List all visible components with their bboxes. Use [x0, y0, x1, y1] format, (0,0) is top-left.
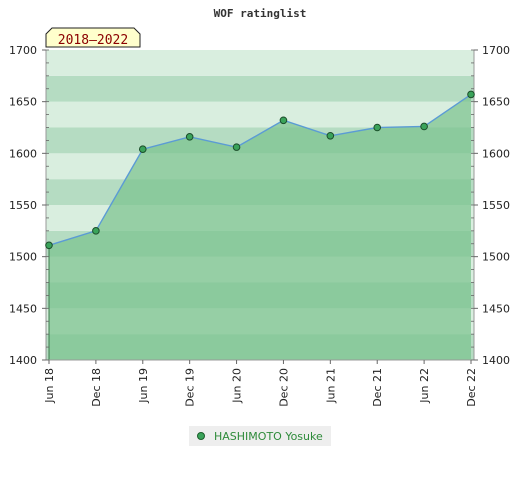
data-point [138, 145, 147, 153]
data-point [467, 90, 475, 99]
x-tick-label: Jun 18 [43, 368, 56, 404]
x-tick-label: Dec 22 [465, 368, 478, 407]
data-point [92, 227, 100, 235]
y-tick-label-right: 1550 [482, 199, 510, 212]
x-tick-label: Jun 22 [418, 368, 431, 404]
chart-title: WOF ratinglist [214, 7, 307, 20]
axes: 1400 1400 1450 1450 1500 1500 1550 1550 1600 1600… [9, 44, 510, 407]
y-tick-label-right: 1600 [482, 147, 510, 160]
y-tick-label-left: 1550 [9, 199, 37, 212]
background-band [46, 75, 474, 102]
x-tick-label: Jun 19 [137, 368, 150, 404]
y-tick-label-right: 1700 [482, 44, 510, 57]
x-tick-label: Jun 21 [324, 368, 337, 404]
y-tick-label-left: 1500 [9, 251, 37, 264]
background-band [46, 101, 474, 128]
data-point [232, 143, 241, 151]
y-tick-label-left: 1700 [9, 44, 37, 57]
legend-marker [197, 432, 205, 440]
period-badge-text: 2018–2022 [58, 33, 128, 48]
x-tick-label: Dec 19 [184, 368, 197, 407]
y-tick-label-right: 1650 [482, 96, 510, 109]
y-tick-label-left: 1400 [9, 354, 37, 367]
y-tick-label-left: 1650 [9, 96, 37, 109]
area-layer [48, 93, 472, 360]
data-point [45, 241, 53, 250]
y-tick-label-right: 1450 [482, 302, 510, 315]
data-point [326, 131, 335, 140]
period-badge: 2018–2022 [45, 27, 141, 48]
x-tick-label: Jun 20 [231, 368, 244, 404]
legend-series-name: HASHIMOTO Yosuke [214, 430, 323, 443]
x-tick-label: Dec 21 [371, 368, 384, 407]
legend[interactable]: HASHIMOTO Yosuke [189, 426, 331, 446]
data-points [45, 90, 475, 250]
data-point [420, 122, 428, 131]
y-tick-label-left: 1450 [9, 302, 37, 315]
background-band [46, 50, 474, 76]
data-point [373, 123, 382, 132]
x-tick-label: Dec 18 [90, 368, 103, 407]
y-tick-label-right: 1400 [482, 354, 510, 367]
series-area [49, 94, 471, 360]
data-point [279, 116, 288, 125]
y-tick-label-right: 1500 [482, 251, 510, 264]
x-tick-label: Dec 20 [277, 368, 290, 407]
data-point [185, 133, 194, 141]
y-tick-label-left: 1600 [9, 147, 37, 160]
series-line [48, 93, 472, 246]
